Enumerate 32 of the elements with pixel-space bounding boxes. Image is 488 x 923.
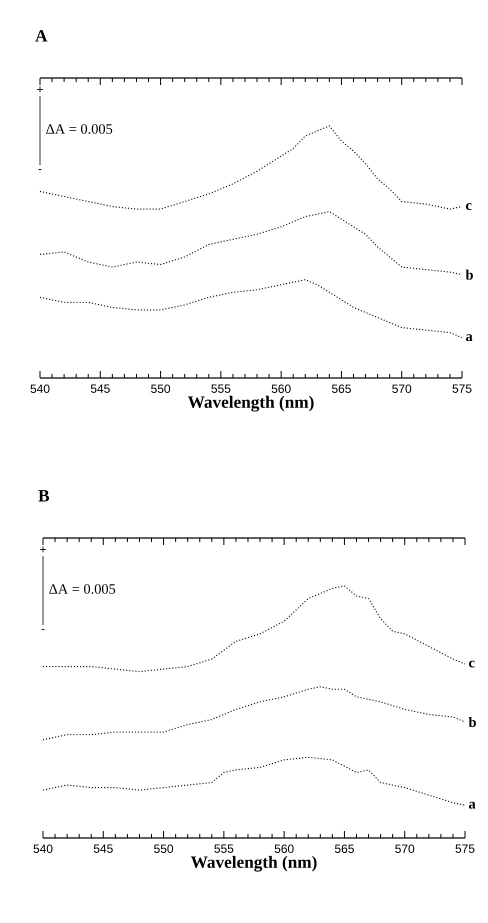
x-tick-label: 565 [334,844,354,853]
x-axis-title: Wavelength (nm) [190,856,317,872]
chart-title: A [35,30,48,42]
x-tick-label: 550 [151,384,170,393]
series-label: b [468,716,476,728]
x-tick-label: 555 [214,844,234,853]
series-label: a [468,802,476,809]
annotation: - [38,169,42,170]
chart-title: B [38,490,50,502]
x-tick-label: 560 [272,384,291,393]
x-tick-label: 560 [274,844,294,853]
x-tick-label: 570 [395,844,414,853]
series-label: c [466,203,472,210]
x-axis-title: Wavelength (nm) [188,396,314,412]
annotation: - [42,629,44,630]
x-tick-label: 575 [456,844,474,853]
series-label: a [466,334,472,342]
x-tick-label: 575 [452,384,472,393]
series-label: c [469,660,475,668]
annotation: ΔA = 0.005 [49,584,116,594]
x-tick-label: 550 [154,844,174,853]
x-tick-label: 540 [30,384,50,393]
x-tick-label: 545 [90,384,110,393]
text: + [37,86,43,92]
x-tick-label: 545 [94,844,113,853]
x-tick-label: 570 [392,384,412,393]
x-tick-label: 565 [332,384,351,393]
text: + [40,546,46,552]
x-tick-label: 555 [211,384,230,393]
annotation: ΔA = 0.005 [46,124,112,134]
x-tick-label: 540 [34,844,53,853]
series-label: b [466,270,473,280]
